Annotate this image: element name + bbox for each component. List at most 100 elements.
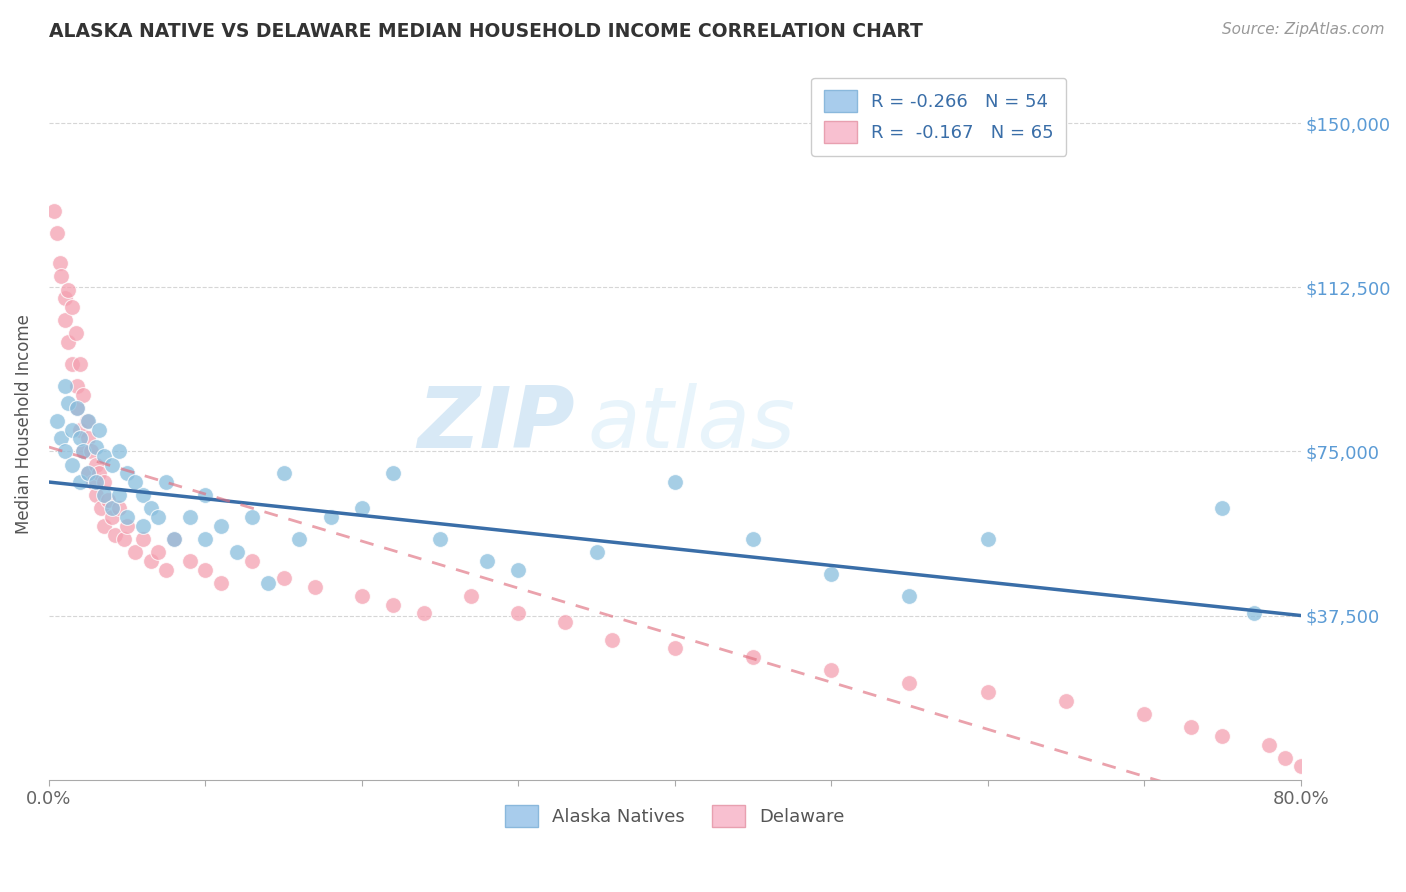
Point	[132, 488, 155, 502]
Point	[108, 444, 131, 458]
Point	[1054, 694, 1077, 708]
Point	[56, 334, 79, 349]
Point	[475, 554, 498, 568]
Point	[100, 510, 122, 524]
Text: Source: ZipAtlas.com: Source: ZipAtlas.com	[1222, 22, 1385, 37]
Point	[87, 423, 110, 437]
Point	[84, 458, 107, 472]
Point	[664, 641, 686, 656]
Point	[56, 283, 79, 297]
Point	[585, 545, 607, 559]
Point	[977, 532, 1000, 546]
Point	[1243, 607, 1265, 621]
Point	[66, 401, 89, 415]
Legend: Alaska Natives, Delaware: Alaska Natives, Delaware	[498, 798, 852, 835]
Point	[65, 326, 87, 341]
Point	[820, 663, 842, 677]
Point	[148, 545, 170, 559]
Point	[209, 518, 232, 533]
Point	[413, 607, 436, 621]
Point	[66, 378, 89, 392]
Point	[87, 467, 110, 481]
Point	[155, 475, 177, 489]
Point	[56, 396, 79, 410]
Point	[820, 566, 842, 581]
Text: ZIP: ZIP	[418, 383, 575, 466]
Point	[42, 203, 65, 218]
Point	[977, 685, 1000, 699]
Point	[80, 444, 103, 458]
Point	[69, 431, 91, 445]
Point	[1133, 706, 1156, 721]
Y-axis label: Median Household Income: Median Household Income	[15, 314, 32, 534]
Point	[240, 554, 263, 568]
Point	[1258, 738, 1281, 752]
Point	[115, 518, 138, 533]
Point	[194, 532, 217, 546]
Point	[84, 475, 107, 489]
Point	[288, 532, 311, 546]
Point	[72, 444, 94, 458]
Point	[429, 532, 451, 546]
Point	[1289, 759, 1312, 773]
Point	[508, 563, 530, 577]
Point	[45, 414, 67, 428]
Point	[1211, 729, 1233, 743]
Point	[45, 226, 67, 240]
Point	[53, 291, 76, 305]
Point	[1274, 750, 1296, 764]
Point	[112, 532, 135, 546]
Point	[72, 444, 94, 458]
Point	[93, 475, 115, 489]
Point	[69, 357, 91, 371]
Point	[742, 650, 765, 665]
Point	[77, 467, 100, 481]
Point	[93, 449, 115, 463]
Point	[304, 580, 326, 594]
Point	[100, 501, 122, 516]
Point	[273, 571, 295, 585]
Point	[82, 475, 104, 489]
Text: ALASKA NATIVE VS DELAWARE MEDIAN HOUSEHOLD INCOME CORRELATION CHART: ALASKA NATIVE VS DELAWARE MEDIAN HOUSEHO…	[49, 22, 924, 41]
Point	[77, 467, 100, 481]
Point	[554, 615, 576, 629]
Point	[132, 518, 155, 533]
Point	[163, 532, 186, 546]
Point	[600, 632, 623, 647]
Point	[69, 475, 91, 489]
Point	[257, 575, 280, 590]
Point	[51, 269, 73, 284]
Point	[93, 488, 115, 502]
Point	[350, 501, 373, 516]
Point	[382, 598, 405, 612]
Point	[62, 300, 84, 314]
Point	[179, 510, 201, 524]
Point	[155, 563, 177, 577]
Point	[51, 431, 73, 445]
Point	[132, 532, 155, 546]
Point	[76, 414, 98, 428]
Point	[742, 532, 765, 546]
Point	[124, 475, 146, 489]
Point	[194, 488, 217, 502]
Point	[163, 532, 186, 546]
Point	[72, 387, 94, 401]
Point	[93, 518, 115, 533]
Point	[49, 256, 72, 270]
Point	[273, 467, 295, 481]
Point	[100, 458, 122, 472]
Point	[84, 440, 107, 454]
Point	[148, 510, 170, 524]
Point	[350, 589, 373, 603]
Point	[664, 475, 686, 489]
Point	[90, 501, 112, 516]
Point	[319, 510, 342, 524]
Point	[139, 501, 162, 516]
Text: atlas: atlas	[588, 383, 796, 466]
Point	[508, 607, 530, 621]
Point	[1180, 720, 1202, 734]
Point	[124, 545, 146, 559]
Point	[1211, 501, 1233, 516]
Point	[179, 554, 201, 568]
Point	[898, 589, 921, 603]
